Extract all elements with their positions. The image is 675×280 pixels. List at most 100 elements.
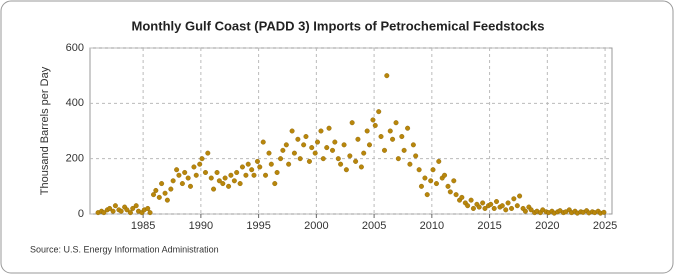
point: [182, 169, 188, 175]
point: [257, 164, 263, 170]
point: [228, 172, 234, 178]
point: [341, 142, 347, 148]
x-tick-label: 2010: [420, 220, 444, 232]
point: [216, 178, 222, 184]
point: [410, 142, 416, 148]
point: [306, 158, 312, 164]
point: [390, 136, 396, 142]
point: [361, 150, 367, 156]
point: [153, 187, 159, 193]
y-tick-label: 400: [66, 97, 84, 109]
point: [384, 73, 390, 79]
point: [358, 164, 364, 170]
point: [245, 161, 251, 167]
point: [222, 175, 228, 181]
point: [185, 175, 191, 181]
x-tick-label: 2020: [535, 220, 559, 232]
point: [335, 156, 341, 162]
point: [433, 181, 439, 187]
point: [176, 172, 182, 178]
y-axis-label: Thousand Barrels per Day: [39, 66, 51, 195]
point: [309, 145, 315, 151]
point: [436, 158, 442, 164]
point: [376, 109, 382, 115]
point: [168, 186, 174, 192]
point: [393, 120, 399, 126]
point: [511, 196, 517, 202]
point: [517, 193, 523, 199]
point: [211, 186, 217, 192]
point: [445, 183, 451, 189]
point: [366, 142, 372, 148]
point: [459, 194, 465, 200]
point: [422, 175, 428, 181]
x-tick-label: 2025: [593, 220, 617, 232]
point: [278, 156, 284, 162]
point: [251, 172, 257, 178]
y-tick-label: 600: [66, 42, 84, 54]
point: [170, 178, 176, 184]
point: [112, 203, 118, 209]
x-tick-label: 2015: [477, 220, 501, 232]
point: [268, 161, 274, 167]
point: [110, 208, 116, 214]
point: [179, 181, 185, 187]
x-tick-label: 1985: [131, 220, 155, 232]
point: [191, 164, 197, 170]
point: [231, 178, 237, 184]
point: [283, 142, 289, 148]
point: [159, 181, 165, 187]
point: [320, 156, 326, 162]
point: [476, 204, 482, 210]
point: [187, 183, 193, 189]
point: [465, 203, 471, 209]
point: [503, 207, 509, 213]
point: [416, 167, 422, 173]
point: [274, 169, 280, 175]
point: [199, 156, 205, 162]
point: [468, 197, 474, 203]
point: [387, 128, 393, 134]
point: [220, 181, 226, 187]
point: [349, 120, 355, 126]
point: [528, 207, 534, 213]
point: [509, 205, 515, 211]
point: [482, 205, 488, 211]
point: [315, 139, 321, 145]
point: [453, 192, 459, 198]
point: [234, 169, 240, 175]
point: [343, 167, 349, 173]
point: [226, 183, 232, 189]
point: [347, 153, 353, 159]
y-tick-label: 0: [78, 208, 84, 220]
point: [107, 205, 113, 211]
x-tick-label: 2000: [304, 220, 328, 232]
point: [266, 150, 272, 156]
point: [499, 203, 505, 209]
point: [133, 203, 139, 209]
point: [424, 192, 430, 198]
point: [378, 134, 384, 140]
point: [127, 210, 133, 216]
point: [601, 209, 607, 215]
point: [399, 134, 405, 140]
x-tick-label: 1990: [189, 220, 213, 232]
point: [370, 117, 376, 123]
point: [208, 175, 214, 181]
point: [430, 167, 436, 173]
point: [243, 172, 249, 178]
point: [295, 136, 301, 142]
point: [505, 200, 511, 206]
point: [197, 161, 203, 167]
point: [407, 161, 413, 167]
point: [118, 208, 124, 214]
point: [364, 128, 370, 134]
point: [395, 156, 401, 162]
point: [413, 153, 419, 159]
point: [338, 161, 344, 167]
point: [237, 181, 243, 187]
point: [303, 134, 309, 140]
point: [272, 181, 278, 187]
point: [451, 178, 457, 184]
